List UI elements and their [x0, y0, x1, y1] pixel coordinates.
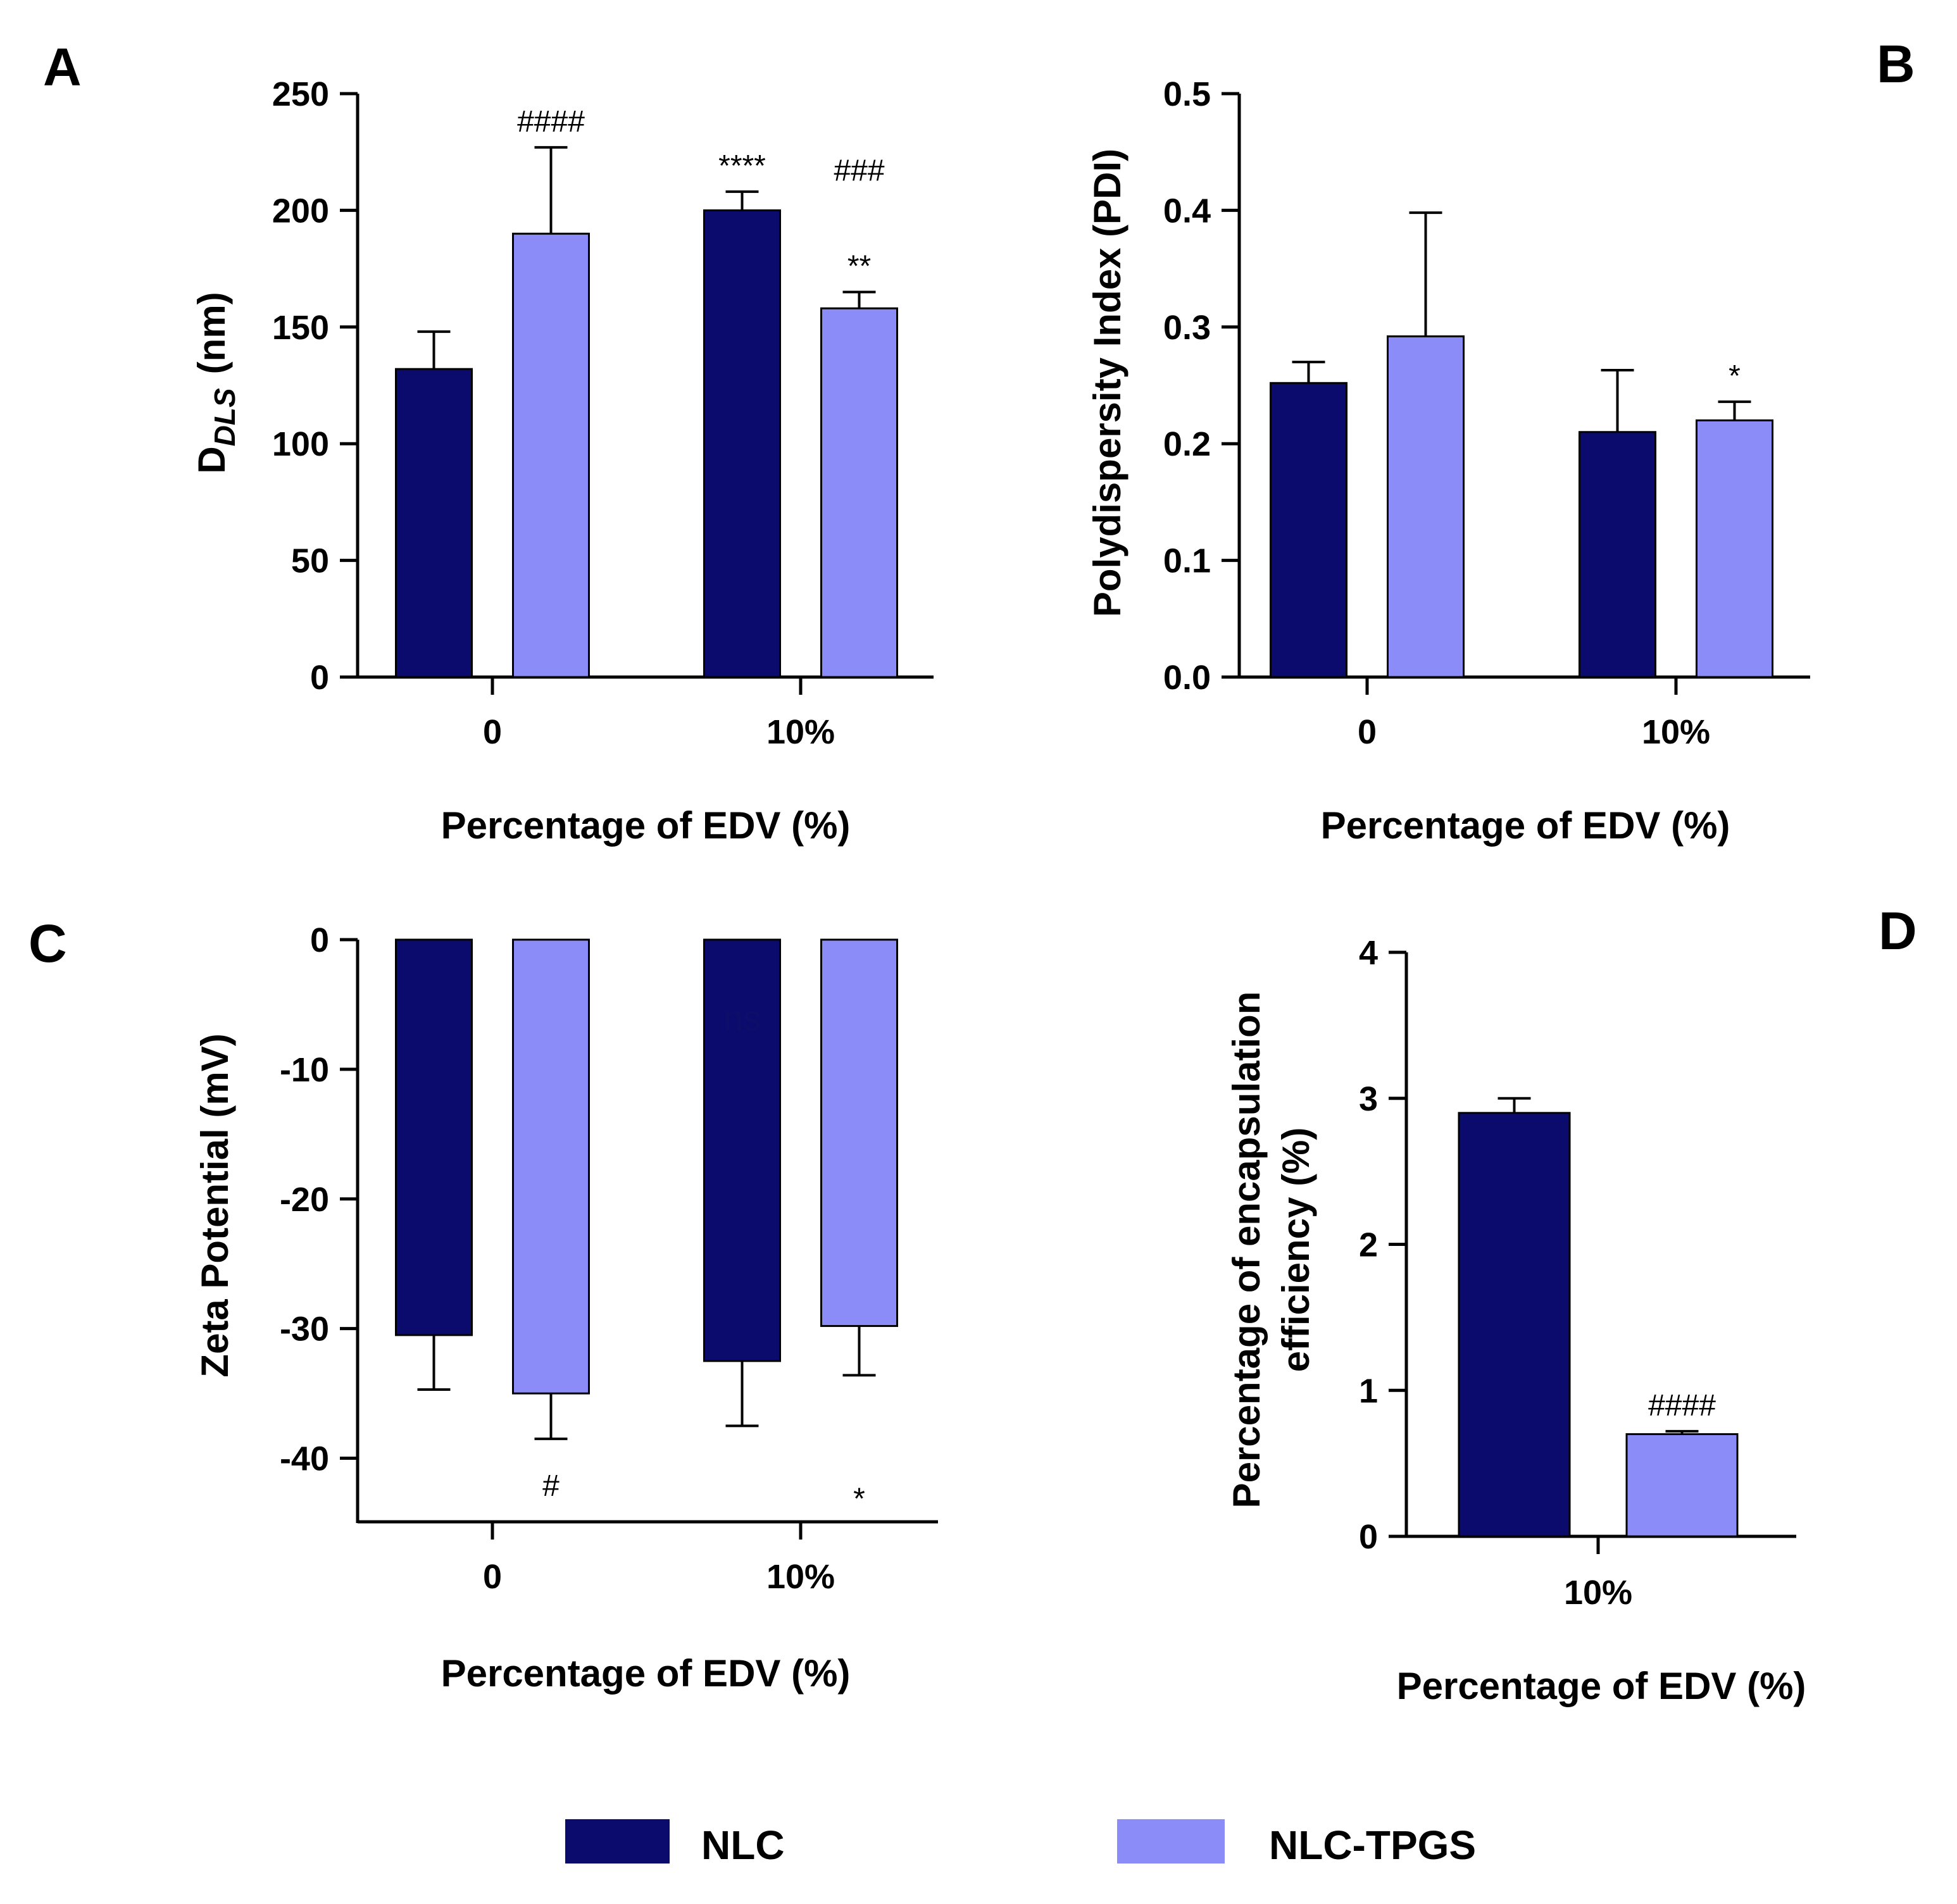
panel-c-letter: C — [28, 914, 67, 973]
panel-a-bar-nlc-tpgs — [820, 307, 898, 678]
panel-a-xlabel: Percentage of EDV (%) — [441, 804, 851, 847]
panel-a-bar-nlc — [703, 209, 781, 678]
panel-c-ylabel: Zeta Potential (mV) — [194, 1033, 236, 1377]
panel-c-bar-nlc-tpgs — [512, 938, 590, 1395]
panel-d-significance-label: #### — [1648, 1389, 1716, 1422]
panel-c-significance-label: ns — [723, 998, 761, 1038]
panel-d-bar-nlc-tpgs — [1625, 1433, 1739, 1538]
panel-c-significance-label: * — [853, 1482, 865, 1515]
panel-d-ylabel-line1: Percentage of encapsulation — [1225, 992, 1268, 1509]
panel-b-ytick-label: 0.0 — [1163, 659, 1211, 697]
panel-a-letter: A — [43, 37, 82, 97]
panel-a-significance-label: #### — [517, 105, 585, 139]
panel-a-ytick-label: 100 — [272, 425, 329, 463]
panel-d-xtick-label: 10% — [1564, 1574, 1632, 1612]
panel-b-xtick-label: 0 — [1358, 713, 1377, 751]
panel-b-bar-nlc — [1270, 382, 1347, 678]
panel-c-ytick-label: -30 — [280, 1310, 329, 1348]
panel-c-ytick-label: -40 — [280, 1440, 329, 1478]
panel-d-xlabel: Percentage of EDV (%) — [1397, 1665, 1806, 1707]
panel-b-ytick-label: 0.4 — [1163, 192, 1211, 230]
panel-b-bar-nlc-tpgs — [1387, 335, 1465, 678]
panel-a-bar-nlc — [395, 368, 473, 678]
panel-a-plot: 0 50 100 150 200 250 0 10% #### **** ### ** — [272, 75, 934, 751]
panel-d: D Percentage of encapsulation efficiency… — [1225, 901, 1917, 1707]
panel-c-significance-label: # — [542, 1469, 560, 1503]
panel-b-plot: 0.0 0.1 0.2 0.3 0.4 0.5 0 10% * — [1163, 75, 1810, 751]
panel-c-xlabel: Percentage of EDV (%) — [441, 1652, 851, 1695]
panel-a-bar-nlc-tpgs — [512, 232, 590, 678]
panel-b-ytick-label: 0.2 — [1163, 425, 1211, 463]
panel-a-ytick-label: 150 — [272, 309, 329, 347]
panel-b-ytick-label: 0.1 — [1163, 542, 1211, 580]
panel-c-ytick-label: -10 — [280, 1051, 329, 1089]
panel-c-bar-nlc-tpgs — [820, 938, 898, 1328]
panel-b-ytick-label: 0.5 — [1163, 75, 1211, 113]
panel-c-bar-nlc — [703, 938, 781, 1362]
panel-d-ytick-label: 0 — [1359, 1518, 1378, 1556]
panel-d-ytick-label: 3 — [1359, 1080, 1378, 1118]
panel-d-ytick-label: 1 — [1359, 1372, 1378, 1410]
panel-b: B Polydispersity Index (PDI) Percentage … — [1086, 34, 1915, 847]
panel-a-xtick-label: 0 — [483, 713, 502, 751]
panel-d-ytick-label: 2 — [1359, 1226, 1378, 1264]
legend-swatch-nlc — [565, 1819, 670, 1864]
panel-a-ylabel: DDLS(nm) — [191, 292, 241, 473]
legend-swatch-nlc-tpgs — [1117, 1819, 1225, 1864]
panel-b-xlabel: Percentage of EDV (%) — [1321, 804, 1730, 847]
panel-a-ytick-label: 0 — [310, 659, 329, 697]
panel-d-letter: D — [1879, 901, 1917, 961]
legend-label-nlc: NLC — [701, 1822, 785, 1868]
panel-a-ytick-label: 200 — [272, 192, 329, 230]
panel-c-ytick-label: -20 — [280, 1181, 329, 1219]
panel-a: A DDLS(nm) Percentage of EDV (%) 0 50 100 1… — [43, 37, 934, 847]
panel-b-letter: B — [1877, 34, 1915, 94]
panel-d-ylabel-line2: efficiency (%) — [1275, 1128, 1317, 1372]
panel-b-xtick-label: 10% — [1642, 713, 1710, 751]
panel-b-bar-nlc-tpgs — [1696, 419, 1773, 678]
legend: NLC NLC-TPGS — [565, 1819, 1476, 1868]
panel-c-xtick-label: 0 — [483, 1558, 502, 1596]
panel-c-bar-nlc — [395, 938, 473, 1336]
panel-a-significance-label: ** — [847, 249, 871, 283]
panel-c-ytick-label: 0 — [310, 921, 329, 959]
panel-a-significance-label: ### — [834, 154, 884, 188]
panel-c-xtick-label: 10% — [766, 1558, 835, 1596]
panel-b-significance-label: * — [1729, 359, 1741, 393]
panel-a-xtick-label: 10% — [766, 713, 835, 751]
panel-d-plot: 0 1 2 3 4 10% #### — [1359, 934, 1796, 1612]
panel-d-bar-nlc — [1458, 1112, 1571, 1538]
panel-d-ytick-label: 4 — [1359, 934, 1378, 972]
panel-a-significance-label: **** — [718, 149, 766, 183]
panel-b-bar-nlc — [1579, 431, 1656, 678]
panel-a-ytick-label: 50 — [291, 542, 329, 580]
panel-b-ylabel: Polydispersity Index (PDI) — [1086, 149, 1129, 617]
panel-b-ytick-label: 0.3 — [1163, 309, 1211, 347]
panel-c: C Zeta Potential (mV) Percentage of EDV … — [28, 914, 938, 1695]
panel-a-ytick-label: 250 — [272, 75, 329, 113]
panel-c-plot: 0 -10 -20 -30 -40 0 10% # ns * — [280, 921, 938, 1596]
legend-label-nlc-tpgs: NLC-TPGS — [1269, 1822, 1476, 1868]
